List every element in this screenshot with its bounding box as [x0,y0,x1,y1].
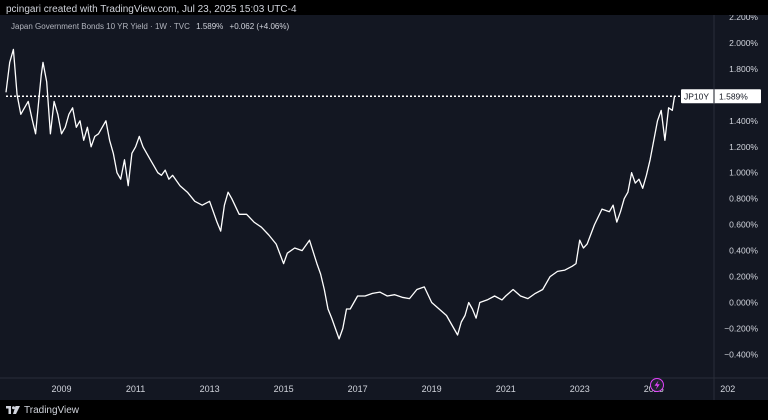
yield-chart[interactable]: 2.200%2.000%1.800%1.600%1.400%1.200%1.00… [0,15,768,400]
footer-brand[interactable]: TradingView [6,403,79,417]
y-tick-label: 1.800% [729,64,758,74]
last-price-label: JP10Y 1.589% [681,89,761,104]
last-price-label-background [681,89,761,104]
flash-icon-bolt [654,380,660,390]
y-tick-label: −0.400% [724,349,758,359]
x-tick-label: 2011 [126,384,145,394]
x-tick-label: 202 [720,384,735,394]
footer-brand-label: TradingView [24,404,80,416]
y-tick-label: 1.200% [729,142,758,152]
y-tick-label: 1.400% [729,116,758,126]
yield-series-line [5,48,676,340]
legend-last-value: 1.589% [196,22,224,31]
x-tick-label: 2009 [52,384,72,394]
price-label-value: 1.589% [719,91,748,101]
price-label-symbol: JP10Y [684,91,709,101]
x-tick-label: 2019 [422,384,442,394]
y-tick-label: 0.000% [729,298,758,308]
x-tick-label: 2017 [348,384,368,394]
legend-title: Japan Government Bonds 10 YR Yield · 1W … [11,22,190,31]
chart-legend: Japan Government Bonds 10 YR Yield · 1W … [11,22,289,31]
y-tick-label: 1.000% [729,168,758,178]
tradingview-logo-icon [6,406,20,414]
x-tick-label: 2023 [570,384,590,394]
x-tick-label: 2013 [200,384,220,394]
y-tick-label: 0.600% [729,220,758,230]
x-tick-label: 2015 [274,384,294,394]
attribution-header: pcingari created with TradingView.com, J… [6,4,297,15]
y-tick-label: 2.200% [729,15,758,22]
y-tick-label: −0.200% [724,323,758,333]
lightning-bolt-icon[interactable] [650,378,664,392]
y-tick-label: 0.200% [729,272,758,282]
chart-background [0,15,768,400]
y-tick-label: 0.400% [729,246,758,256]
y-tick-label: 2.000% [729,38,758,48]
chart-panel[interactable]: 2.200%2.000%1.800%1.600%1.400%1.200%1.00… [0,15,768,400]
y-tick-label: 0.800% [729,194,758,204]
legend-change: +0.062 (+4.06%) [229,22,290,31]
y-axis-ticks[interactable]: 2.200%2.000%1.800%1.600%1.400%1.200%1.00… [724,15,758,359]
x-tick-label: 2021 [496,384,516,394]
